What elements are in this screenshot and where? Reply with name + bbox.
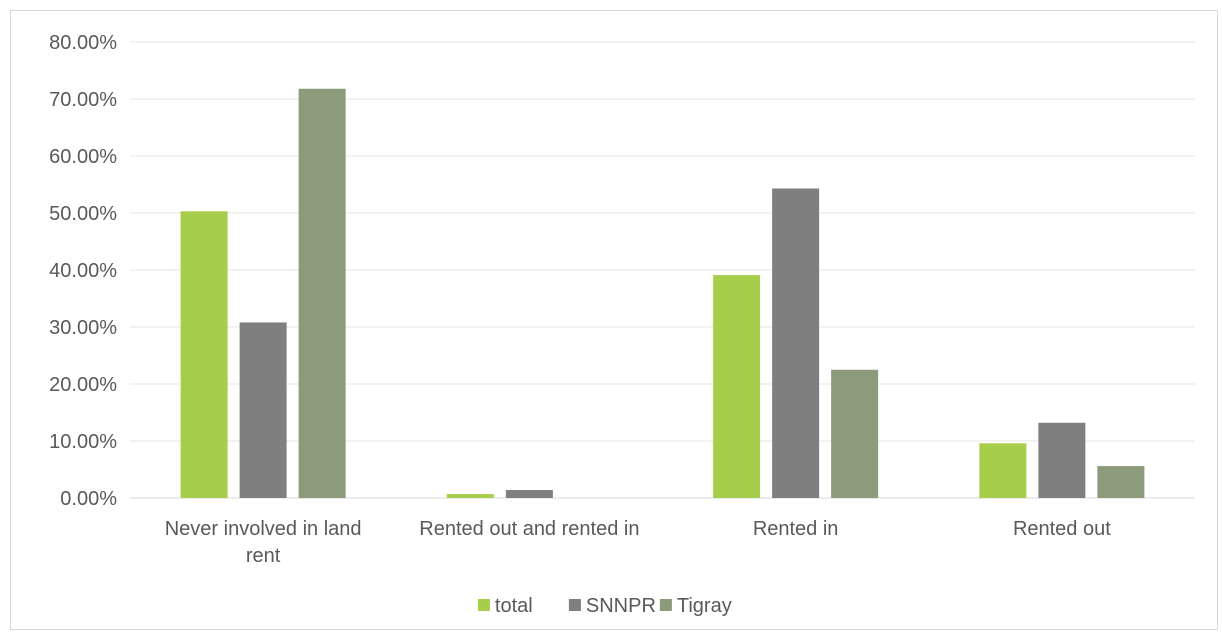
category-label: rent [246,545,281,567]
legend: total SNNPR Tigray [477,595,732,617]
legend-swatch-snnpr [568,599,581,611]
y-axis-tick-labels: 0.00% 10.00% 20.00% 30.00% 40.00% 50.00% 60.00… [49,32,117,510]
bar-total-3 [979,443,1027,498]
y-tick-label: 10.00% [49,431,117,453]
y-tick-label: 80.00% [49,32,117,54]
legend-label-total: total [495,595,533,617]
bar-tigray-0 [298,88,346,499]
y-tick-label: 20.00% [49,374,117,396]
category-label: Rented out [1013,518,1111,540]
legend-swatch-total [477,599,490,611]
bars [180,88,1145,499]
gridlines [130,41,1195,499]
category-label: Rented in [753,518,839,540]
y-tick-label: 0.00% [60,488,117,510]
y-tick-label: 30.00% [49,317,117,339]
bar-snnpr-1 [505,490,553,498]
bar-total-0 [180,211,228,499]
legend-swatch-tigray [659,599,672,611]
y-tick-label: 40.00% [49,260,117,282]
y-tick-label: 50.00% [49,203,117,225]
x-axis-category-labels: Never involved in land rent Rented out and… [165,518,1112,567]
bar-tigray-2 [831,369,879,498]
legend-label-tigray: Tigray [677,595,732,617]
bar-snnpr-0 [239,322,287,498]
category-label: Rented out and rented in [419,518,639,540]
legend-label-snnpr: SNNPR [586,595,656,617]
bar-snnpr-3 [1038,422,1086,498]
y-tick-label: 60.00% [49,146,117,168]
bar-tigray-3 [1097,466,1145,498]
bar-snnpr-2 [772,188,820,499]
y-tick-label: 70.00% [49,89,117,111]
category-label: Never involved in land [165,518,362,540]
bar-total-1 [446,494,494,498]
bar-total-2 [713,275,761,498]
